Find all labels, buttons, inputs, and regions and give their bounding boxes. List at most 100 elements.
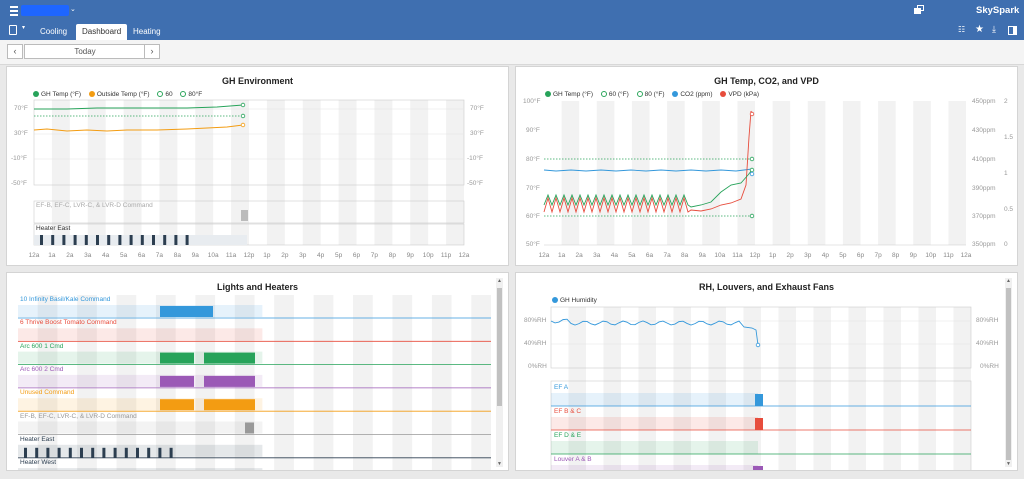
- row-shade: [18, 468, 263, 470]
- heater-on-bar: [163, 235, 167, 245]
- lights-chart[interactable]: [7, 273, 497, 471]
- x-tick-label: 5p: [335, 252, 343, 259]
- panel-title: GH Temp, CO2, and VPD: [714, 76, 819, 86]
- heater-on-bar: [68, 447, 72, 458]
- tab-dashboard[interactable]: Dashboard: [76, 24, 128, 40]
- env-chart[interactable]: 12a 1a 2a 3a 4a 5a 6a 7a 8a 9a 10a 11a 12p 1p 2p 3p 4p 5p…: [7, 67, 510, 267]
- hour-band: [813, 307, 831, 470]
- hour-band: [446, 100, 464, 245]
- chevron-down-icon[interactable]: ⌄: [70, 6, 76, 13]
- download-icon[interactable]: ⤓: [992, 24, 996, 34]
- hour-band: [77, 295, 97, 470]
- x-tick-label: 6a: [138, 252, 146, 259]
- date-navigation-bar: ‹ Today ›: [0, 40, 1024, 65]
- heater-on-bar: [136, 447, 139, 458]
- tab-cooling[interactable]: Cooling: [40, 27, 68, 36]
- legend-item[interactable]: VPD (kPa): [720, 91, 759, 98]
- x-tick-label: 2a: [66, 252, 74, 259]
- y-tick-label-kpa: 1: [1004, 170, 1008, 177]
- heater-on-bar: [46, 447, 50, 458]
- strip-label: EF-B, EF-C, LVR-C, & LVR-D Command: [36, 202, 153, 209]
- x-tick-label: 11p: [943, 252, 954, 259]
- legend-item[interactable]: 60: [157, 91, 173, 98]
- windows-icon[interactable]: [914, 5, 924, 14]
- x-tick-label: 2p: [281, 252, 289, 259]
- hour-band: [392, 295, 413, 470]
- x-tick-label: 3a: [593, 252, 601, 259]
- x-tick-label: 1a: [558, 252, 566, 259]
- hour-band: [313, 295, 334, 470]
- y-tick-label-ppm: 430ppm: [972, 127, 996, 134]
- rh-chart[interactable]: [516, 273, 1006, 471]
- y-tick-label-kpa: 2: [1004, 98, 1008, 105]
- heater-on-bar: [129, 235, 133, 245]
- command-on-bar: [160, 352, 194, 364]
- legend-item[interactable]: GH Humidity: [552, 297, 597, 304]
- panel-layout-icon[interactable]: [1008, 26, 1017, 35]
- x-tick-label: 3a: [84, 252, 92, 259]
- hour-band: [948, 101, 966, 245]
- x-tick-label: 12p: [750, 252, 761, 259]
- scrollbar[interactable]: ▲ ▼: [1005, 278, 1012, 467]
- row-shade: [18, 421, 263, 434]
- list-icon[interactable]: ☷: [958, 25, 966, 34]
- heater-on-bar: [84, 235, 88, 245]
- chevron-down-icon[interactable]: ▾: [22, 25, 26, 31]
- row-label: Heater East: [20, 435, 55, 443]
- heater-on-bar: [62, 235, 66, 245]
- legend-item[interactable]: Outside Temp (°F): [88, 91, 150, 98]
- hour-band: [667, 101, 685, 245]
- app-menu-icon[interactable]: [10, 6, 18, 16]
- hour-band: [772, 101, 791, 245]
- hour-band: [87, 100, 106, 245]
- y-tick-label: 40%RH: [524, 340, 547, 347]
- heater-on-bar: [80, 447, 83, 458]
- x-tick-label: 10p: [925, 252, 936, 259]
- prev-day-button[interactable]: ‹: [7, 44, 23, 59]
- heater-on-bar: [169, 447, 173, 458]
- hour-band: [702, 101, 720, 245]
- hour-band: [353, 295, 373, 470]
- hour-band: [159, 100, 178, 245]
- hour-band: [737, 101, 755, 245]
- row-label: EF-B, EF-C, LVR-C, & LVR-D Command: [20, 412, 137, 420]
- x-tick-label: 3p: [299, 252, 307, 259]
- x-tick-label: 11a: [226, 252, 237, 259]
- legend-item[interactable]: GH Temp (°F): [545, 91, 593, 98]
- legend-item[interactable]: GH Temp (°F): [33, 91, 81, 98]
- hour-band: [374, 100, 393, 245]
- hour-band: [603, 307, 621, 470]
- legend-item[interactable]: 80 (°F): [636, 91, 665, 98]
- command-on-bar: [755, 394, 763, 406]
- row-label: 10 Infinity Basil/Kale Command: [20, 296, 111, 303]
- hour-band: [673, 307, 691, 470]
- heater-on-bar: [40, 235, 43, 245]
- x-tick-label: 9a: [192, 252, 200, 259]
- legend-item[interactable]: 60 (°F): [600, 91, 629, 98]
- y-tick-label-kpa: 0.5: [1004, 206, 1014, 213]
- legend-item[interactable]: 80°F: [180, 91, 202, 98]
- next-day-button[interactable]: ›: [144, 44, 160, 59]
- row-shade: [551, 441, 758, 454]
- y-tick-label-kpa: 1.5: [1004, 134, 1014, 141]
- brand-logo: SkySpark: [976, 5, 1020, 16]
- y-tick-label-right: 40%RH: [976, 340, 999, 347]
- project-selector[interactable]: [21, 5, 69, 16]
- y-tick-label-right: 80%RH: [976, 317, 999, 324]
- x-tick-label: 5p: [839, 252, 847, 259]
- tab-heating[interactable]: Heating: [133, 27, 161, 36]
- scrollbar[interactable]: ▲ ▼: [496, 278, 503, 467]
- star-icon[interactable]: ★: [975, 24, 984, 35]
- row-shade: [551, 417, 758, 430]
- x-tick-label: 2p: [787, 252, 795, 259]
- co2-chart[interactable]: 12a 1a 2a 3a 4a 5a 6a 7a 8a 9a 10a 11a 12p 1p 2p 3p 4p 5p…: [516, 67, 1019, 267]
- hour-band: [953, 307, 971, 470]
- row-label: Heater West: [20, 459, 57, 467]
- view-icon[interactable]: [9, 25, 17, 35]
- y-tick-label-right: 30°F: [470, 130, 484, 137]
- chart-legend: GH Temp (°F) 60 (°F) 80 (°F) CO2 (ppm) V…: [545, 91, 765, 98]
- legend-item[interactable]: CO2 (ppm): [672, 91, 713, 98]
- y-tick-label: 80°F: [526, 156, 540, 163]
- date-range-selector[interactable]: Today: [24, 44, 146, 59]
- heater-on-bar: [107, 235, 111, 245]
